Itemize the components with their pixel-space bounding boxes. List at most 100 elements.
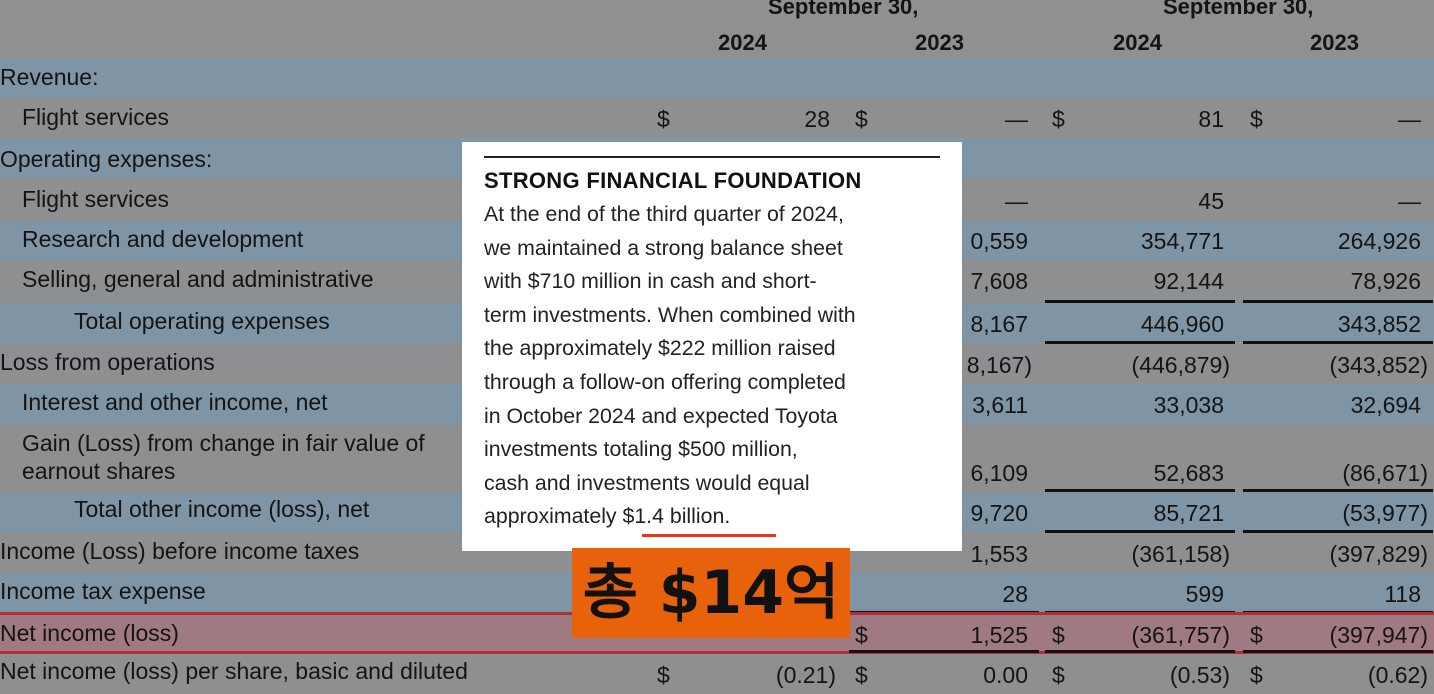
total-underline	[1045, 341, 1235, 344]
total-underline	[1045, 530, 1235, 533]
total-underline	[1243, 530, 1433, 533]
year-col-1: 2024	[718, 30, 767, 55]
value-cell: (397,947)	[1329, 622, 1428, 648]
value-cell: 1,553	[970, 541, 1028, 567]
row-label: Total operating expenses	[74, 308, 330, 334]
table-header: September 30, September 30, 2024 2023 20…	[0, 0, 1434, 61]
value-cell: (0.62)	[1367, 662, 1428, 688]
value-cell: 28	[804, 106, 830, 132]
value-cell: 1,525	[970, 622, 1028, 648]
value-cell: (361,158)	[1131, 541, 1230, 567]
row-label: Interest and other income, net	[22, 389, 328, 415]
value-cell: 81	[1198, 106, 1224, 132]
currency-symbol: $	[657, 662, 670, 688]
currency-symbol: $	[1052, 662, 1065, 688]
callout-line: the approximately $222 million raised	[484, 336, 836, 361]
row-label: Gain (Loss) from change in fair value of	[22, 430, 425, 456]
table-row: Flight services $ 28 $ — $ 81 $ —	[0, 98, 1434, 138]
value-cell: (53,977)	[1342, 500, 1428, 526]
currency-symbol: $	[1250, 106, 1263, 132]
table-row: Net income (loss) per share, basic and d…	[0, 654, 1434, 694]
total-underline	[849, 650, 1039, 653]
value-cell: 3,611	[972, 392, 1028, 418]
value-cell: —	[1005, 188, 1028, 214]
value-cell: (86,671)	[1342, 460, 1428, 486]
row-label: Income (Loss) before income taxes	[0, 538, 360, 564]
row-label: Loss from operations	[0, 349, 215, 375]
value-cell: 8,167)	[966, 352, 1032, 378]
value-cell: (343,852)	[1329, 352, 1428, 378]
value-cell: 446,960	[1140, 311, 1224, 337]
row-label: Net income (loss)	[0, 620, 179, 646]
value-cell: —	[1398, 188, 1421, 214]
value-cell: 0.00	[983, 662, 1028, 688]
row-label: Selling, general and administrative	[22, 266, 374, 292]
total-underline	[1243, 341, 1433, 344]
value-cell: 0,559	[970, 228, 1028, 254]
currency-symbol: $	[855, 106, 868, 132]
currency-symbol: $	[1052, 622, 1065, 648]
year-col-4: 2023	[1310, 30, 1359, 55]
total-underline	[1243, 300, 1433, 303]
value-cell: 28	[1002, 581, 1028, 607]
callout-line: in October 2024 and expected Toyota	[484, 403, 838, 428]
currency-symbol: $	[855, 662, 868, 688]
value-cell: 92,144	[1153, 268, 1224, 294]
callout-title: STRONG FINANCIAL FOUNDATION	[484, 168, 862, 193]
row-label: Revenue:	[0, 64, 99, 90]
year-col-2: 2023	[915, 30, 964, 55]
table-row: Income (Loss) before income taxes 1,553 …	[0, 533, 1434, 573]
value-cell: 343,852	[1337, 311, 1421, 337]
value-cell: 9,720	[970, 500, 1028, 526]
row-label: Operating expenses:	[0, 146, 213, 172]
row-label: Research and development	[22, 226, 304, 252]
row-label: Flight services	[22, 186, 169, 212]
callout-line: cash and investments would equal	[484, 470, 810, 495]
total-amount-badge: 총 $14억	[572, 548, 850, 638]
row-label: Total other income (loss), net	[74, 496, 370, 522]
row-label: Income tax expense	[0, 578, 206, 604]
currency-symbol: $	[1250, 622, 1263, 648]
callout-body: At the end of the third quarter of 2024,…	[484, 198, 940, 534]
value-cell: 32,694	[1350, 392, 1421, 418]
callout-line: through a follow-on offering completed	[484, 369, 846, 394]
row-label-continued: earnout shares	[22, 458, 176, 484]
value-cell: 599	[1185, 581, 1224, 607]
value-cell: 7,608	[970, 268, 1028, 294]
value-cell: (361,757)	[1131, 622, 1230, 648]
currency-symbol: $	[855, 622, 868, 648]
callout-line: At the end of the third quarter of 2024,	[484, 202, 844, 226]
total-underline	[1045, 650, 1235, 653]
value-cell: 6,109	[970, 460, 1028, 486]
currency-symbol: $	[657, 106, 670, 132]
value-cell: 8,167	[970, 311, 1028, 337]
value-cell: 264,926	[1337, 228, 1421, 254]
total-underline	[1243, 489, 1433, 492]
total-underline	[1045, 300, 1235, 303]
row-label: Net income (loss) per share, basic and d…	[0, 658, 468, 684]
currency-symbol: $	[1052, 106, 1065, 132]
row-label: Flight services	[22, 104, 169, 130]
value-cell: 52,683	[1153, 460, 1224, 486]
value-cell: 45	[1198, 188, 1224, 214]
highlight-underline	[642, 534, 776, 537]
callout-line: term investments. When combined with	[484, 302, 856, 327]
value-cell: 85,721	[1153, 500, 1224, 526]
value-cell: (397,829)	[1329, 541, 1428, 567]
callout-top-rule	[484, 156, 940, 158]
total-underline	[1243, 650, 1433, 653]
value-cell: 78,926	[1350, 268, 1421, 294]
period-label-2: September 30,	[1163, 0, 1314, 19]
value-cell: (446,879)	[1131, 352, 1230, 378]
value-cell: 33,038	[1153, 392, 1224, 418]
table-row: Revenue:	[0, 58, 1434, 98]
value-cell: —	[1398, 106, 1421, 132]
value-cell: 118	[1384, 581, 1421, 607]
callout-line: with $710 million in cash and short-	[484, 269, 817, 294]
period-label-1: September 30,	[768, 0, 919, 19]
callout-line: we maintained a strong balance sheet	[484, 235, 843, 260]
year-col-3: 2024	[1113, 30, 1162, 55]
callout-line: approximately $1.4 billion.	[484, 504, 731, 529]
financial-callout-box: STRONG FINANCIAL FOUNDATION At the end o…	[462, 142, 962, 551]
value-cell: (0.21)	[775, 662, 836, 688]
